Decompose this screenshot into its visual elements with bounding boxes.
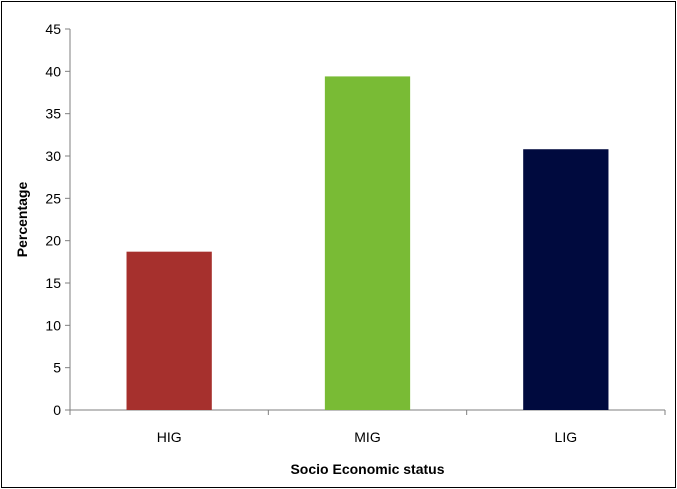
y-tick-label: 30: [45, 148, 61, 164]
y-tick-label: 5: [53, 360, 61, 376]
y-tick-label: 35: [45, 106, 61, 122]
bar-mig: [324, 76, 411, 410]
y-tick-label: 20: [45, 233, 61, 249]
x-tick-label: HIG: [157, 429, 182, 445]
bar-hig: [126, 251, 212, 410]
x-tick-label: LIG: [555, 429, 578, 445]
y-tick-label: 45: [45, 21, 61, 37]
bars: [126, 76, 609, 410]
y-tick-label: 10: [45, 317, 61, 333]
bar-lig: [523, 149, 609, 410]
x-tick-label: MIG: [354, 429, 380, 445]
y-tick-label: 25: [45, 190, 61, 206]
y-axis: 0 5 10 15 20 25 30 35 40 45: [45, 21, 71, 418]
y-tick-label: 40: [45, 63, 61, 79]
y-tick-label: 15: [45, 275, 61, 291]
y-axis-title: Percentage: [14, 182, 30, 258]
x-axis: HIG MIG LIG: [69, 409, 666, 445]
y-tick-label: 0: [53, 402, 61, 418]
x-axis-title: Socio Economic status: [290, 461, 444, 477]
